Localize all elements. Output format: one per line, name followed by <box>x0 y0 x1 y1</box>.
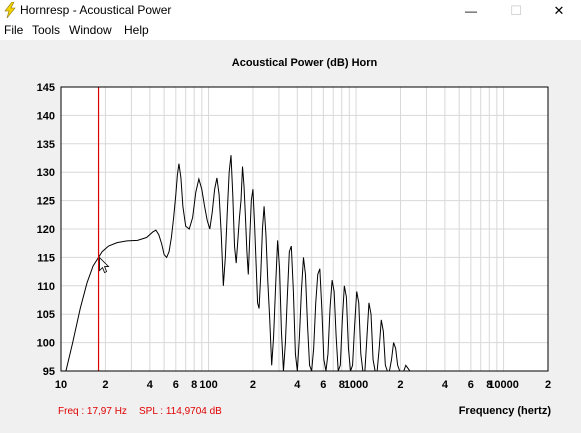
x-tick-label: 6 <box>173 379 179 391</box>
status-spl: SPL : 114,9704 dB <box>139 406 222 417</box>
title-bar: Hornresp - Acoustical Power — ☐ ✕ <box>0 0 581 21</box>
y-tick-label: 120 <box>37 224 55 236</box>
x-tick-label: 2 <box>397 379 403 391</box>
x-tick-label: 10000 <box>488 379 519 391</box>
close-button[interactable]: ✕ <box>537 0 581 21</box>
y-tick-label: 110 <box>37 281 55 293</box>
menu-file[interactable]: File <box>4 23 24 37</box>
x-tick-label: 4 <box>442 379 449 391</box>
x-axis-label: Frequency (hertz) <box>458 405 551 417</box>
close-icon: ✕ <box>553 2 565 18</box>
y-tick-label: 130 <box>37 167 55 179</box>
x-tick-label: 2 <box>250 379 256 391</box>
menu-tools[interactable]: Tools <box>32 23 61 37</box>
minimize-icon: — <box>465 3 477 18</box>
y-tick-label: 135 <box>37 139 55 151</box>
menu-help[interactable]: Help <box>124 23 149 37</box>
x-tick-label: 4 <box>147 379 154 391</box>
y-tick-label: 95 <box>43 366 55 378</box>
y-tick-label: 145 <box>37 82 55 94</box>
x-tick-label: 8 <box>486 379 492 391</box>
maximize-icon: ☐ <box>510 2 522 18</box>
lightning-icon <box>4 2 16 18</box>
chart-area: Acoustical Power (dB) Horn 95 100 105 110 115… <box>0 40 581 433</box>
y-tick-label: 105 <box>37 309 55 321</box>
x-tick-label: 4 <box>294 379 301 391</box>
x-tick-label: 6 <box>320 379 326 391</box>
response-curve-0 <box>65 155 415 371</box>
x-tick-label: 8 <box>339 379 345 391</box>
y-tick-label: 125 <box>37 196 55 208</box>
x-tick-label: 100 <box>199 379 217 391</box>
x-tick-label: 2 <box>102 379 108 391</box>
minimize-button[interactable]: — <box>449 0 493 21</box>
window-title: Hornresp - Acoustical Power <box>20 3 172 17</box>
y-tick-label: 140 <box>37 110 55 122</box>
x-tick-label: 2 <box>545 379 551 391</box>
menu-bar: File Tools Window Help <box>0 21 581 40</box>
chart-title: Acoustical Power (dB) Horn <box>232 57 378 69</box>
status-frequency: Freq : 17,97 Hz <box>58 406 127 417</box>
x-tick-label: 6 <box>468 379 474 391</box>
y-tick-label: 100 <box>37 338 55 350</box>
x-tick-label: 10 <box>55 379 67 391</box>
x-tick-label: 1000 <box>344 379 368 391</box>
maximize-button[interactable]: ☐ <box>494 0 538 21</box>
mouse-pointer-icon <box>99 256 110 274</box>
plot-border <box>60 86 549 372</box>
x-tick-label: 8 <box>191 379 197 391</box>
acoustical-power-chart[interactable]: Acoustical Power (dB) Horn 95 100 105 110 115… <box>0 40 581 433</box>
y-tick-label: 115 <box>37 252 55 264</box>
menu-window[interactable]: Window <box>69 23 112 37</box>
